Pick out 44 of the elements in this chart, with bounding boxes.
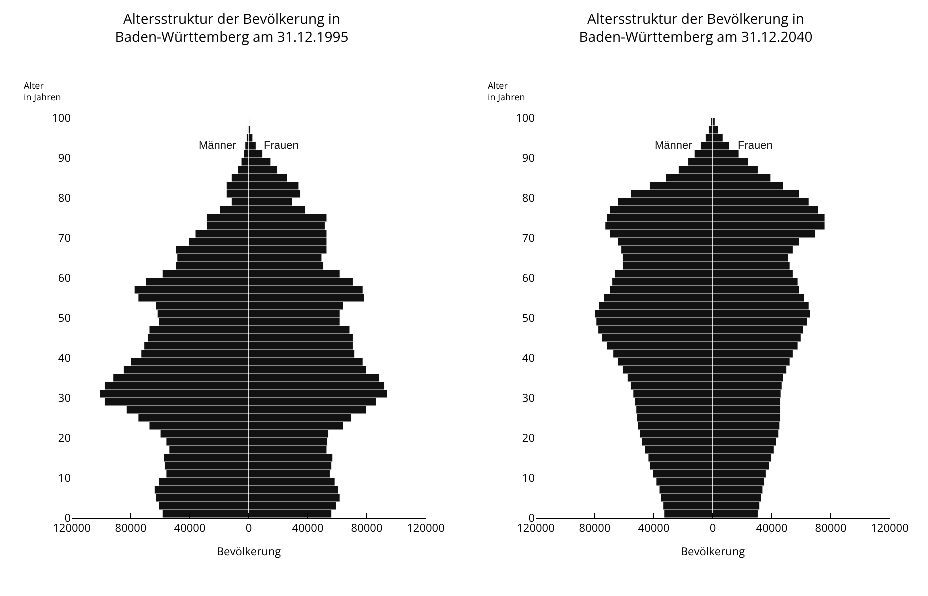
x-tick-label: 40000 [292,521,324,536]
x-tick-label: 0 [710,521,716,536]
y-tick-label: 70 [522,230,535,246]
x-tick-label: 80000 [351,521,383,536]
series-label: Frauen [264,140,299,152]
x-tick-label: 80000 [579,521,611,536]
y-tick-label: 50 [58,310,71,326]
y-tick-label: 30 [522,390,535,406]
y-tick-label: 20 [522,430,535,446]
y-tick-label: 70 [58,230,71,246]
series-label: Männer [655,140,693,152]
y-tick-label: 80 [58,190,71,206]
y-tick-label: 50 [522,310,535,326]
y-tick-label: 80 [522,190,535,206]
x-tick-label: 80000 [815,521,847,536]
x-tick-label: 0 [246,521,252,536]
y-tick-label: 100 [516,110,535,126]
y-tick-label: 20 [58,430,71,446]
x-tick-label: 40000 [174,521,206,536]
series-label: Frauen [738,140,773,152]
x-tick-label: 120000 [407,521,445,536]
y-tick-label: 40 [58,350,71,366]
y-tick-label: 40 [522,350,535,366]
y-tick-label: 90 [58,150,71,166]
chart-title: Altersstruktur der Bevölkerung in Baden-Württemberg am 31.12.1995 [115,10,349,48]
y-tick-label: 30 [58,390,71,406]
y-tick-label: 100 [52,110,71,126]
x-axis-title: Bevölkerung [216,544,282,560]
y-tick-label: 60 [58,270,71,286]
x-tick-label: 120000 [517,521,555,536]
x-axis-title: Bevölkerung [680,544,746,560]
x-tick-label: 40000 [638,521,670,536]
y-axis-title: Alter in Jahren [488,79,526,104]
x-tick-label: 40000 [756,521,788,536]
y-axis-title: Alter in Jahren [24,79,62,104]
y-tick-label: 60 [522,270,535,286]
x-tick-label: 120000 [53,521,91,536]
y-tick-label: 90 [522,150,535,166]
x-tick-label: 120000 [871,521,909,536]
y-tick-label: 10 [58,470,71,486]
series-label: Männer [199,140,237,152]
y-tick-label: 10 [522,470,535,486]
chart-title: Altersstruktur der Bevölkerung in Baden-Württemberg am 31.12.2040 [579,10,813,48]
x-tick-label: 80000 [115,521,147,536]
